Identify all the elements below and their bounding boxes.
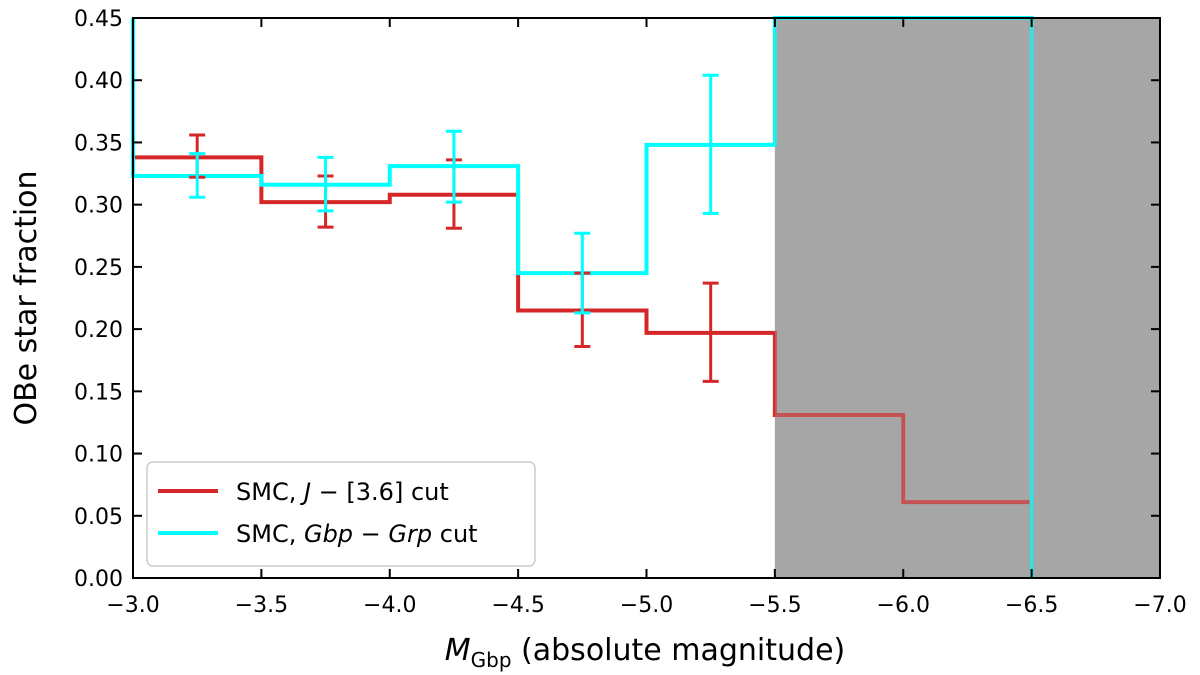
x-tick-label: −7.0 — [1133, 593, 1186, 618]
errorbar-s1-3 — [574, 231, 591, 315]
x-tick-label: −5.5 — [748, 593, 801, 618]
legend-label-gbp-grp-cut: SMC, Gbp − Grp cut — [236, 520, 478, 548]
legend-label-j-cut: SMC, J − [3.6] cut — [236, 478, 449, 506]
x-tick-label: −3.0 — [106, 593, 159, 618]
y-tick-label: 0.40 — [74, 69, 123, 94]
errorbar-s1-4 — [702, 73, 719, 215]
y-tick-label: 0.00 — [74, 567, 123, 592]
errorbar-s1-2 — [445, 129, 462, 204]
y-tick-label: 0.30 — [74, 194, 123, 219]
x-tick-label: −5.0 — [620, 593, 673, 618]
shaded-region-overlay — [774, 18, 1160, 578]
x-tick-label: −4.5 — [491, 593, 544, 618]
y-axis-label: OBe star fraction — [9, 170, 44, 425]
y-tick-label: 0.45 — [74, 7, 123, 32]
shaded-region — [774, 18, 1160, 578]
errorbar-s1-1 — [317, 155, 334, 213]
errorbar-s1-0 — [189, 152, 206, 199]
series-step-line-0 — [133, 155, 1034, 578]
x-tick-label: −6.5 — [1005, 593, 1058, 618]
errorbar-s0-4 — [702, 281, 719, 383]
y-tick-label: 0.05 — [74, 505, 123, 530]
x-axis-label: MGbp (absolute magnitude) — [445, 633, 846, 672]
legend: SMC, J − [3.6] cut SMC, Gbp − Grp cut — [146, 461, 536, 567]
x-tick-label: −3.5 — [235, 593, 288, 618]
y-tick-label: 0.10 — [74, 443, 123, 468]
x-tick-label: −6.0 — [877, 593, 930, 618]
y-tick-label: 0.25 — [74, 256, 123, 281]
y-tick-label: 0.35 — [74, 131, 123, 156]
x-tick-label: −4.0 — [363, 593, 416, 618]
y-tick-label: 0.15 — [74, 380, 123, 405]
legend-box — [146, 461, 536, 567]
y-tick-label: 0.20 — [74, 318, 123, 343]
